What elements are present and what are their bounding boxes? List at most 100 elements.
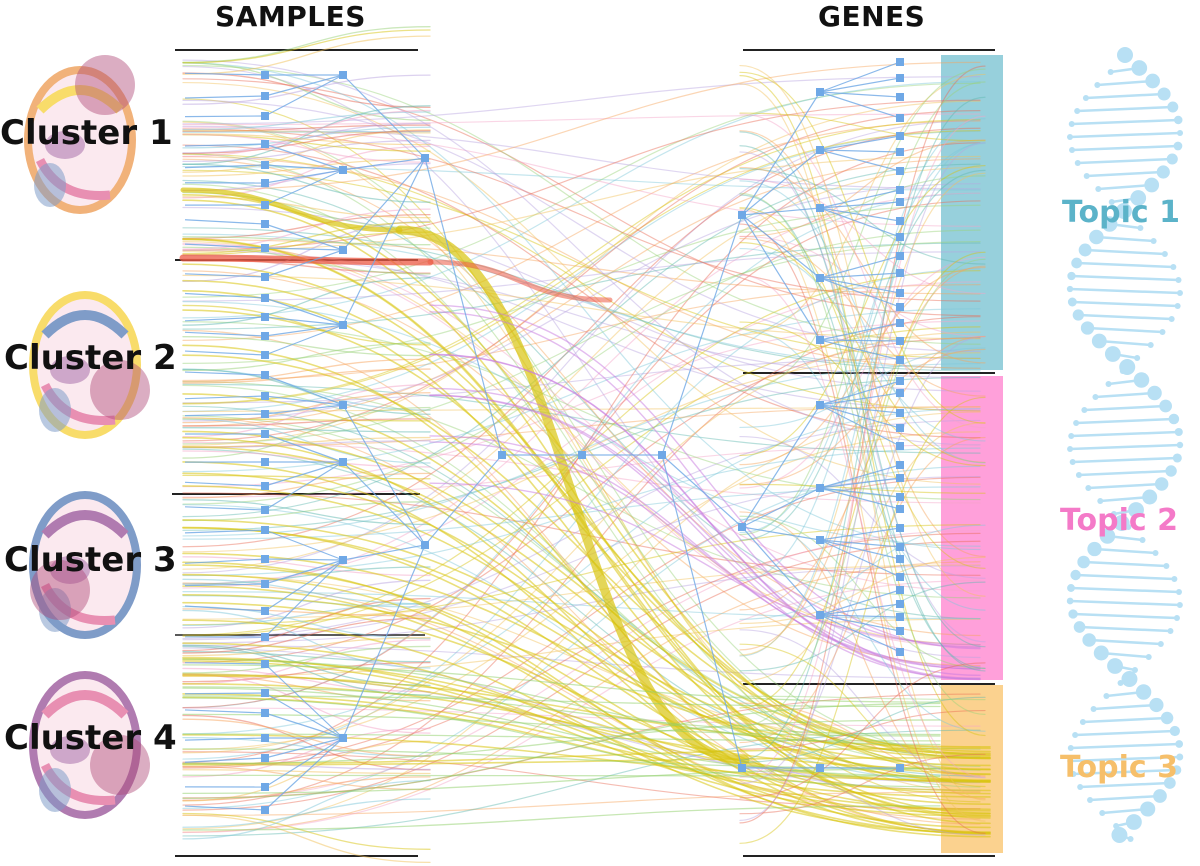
dna-node bbox=[1067, 134, 1074, 140]
tree-link bbox=[741, 91, 821, 216]
tree-node bbox=[339, 401, 347, 409]
flow-line bbox=[739, 347, 986, 429]
flow-line bbox=[739, 112, 986, 142]
tree-link bbox=[819, 322, 901, 341]
tree-link bbox=[819, 487, 901, 510]
tree-node bbox=[261, 392, 269, 400]
tree-link bbox=[264, 712, 344, 739]
tree-link bbox=[342, 544, 426, 739]
flow-line bbox=[739, 266, 986, 466]
flow-line-purple bbox=[429, 304, 981, 650]
tree-link bbox=[184, 692, 266, 695]
tree-link bbox=[264, 324, 344, 337]
dna-rung bbox=[1069, 131, 1181, 139]
flow-line bbox=[182, 139, 431, 163]
dna-rung bbox=[1071, 144, 1179, 152]
flow-line bbox=[182, 326, 981, 637]
dna-node bbox=[1156, 165, 1170, 179]
flow-line bbox=[182, 617, 431, 654]
dna-rung bbox=[1072, 456, 1178, 464]
flow-line bbox=[739, 142, 986, 821]
cluster-4-label: Cluster 4 bbox=[4, 718, 177, 758]
flow-line bbox=[182, 639, 431, 685]
flow-line bbox=[182, 133, 431, 163]
brain-region bbox=[34, 163, 66, 207]
dna-node bbox=[1075, 472, 1082, 478]
dna-node bbox=[1152, 550, 1159, 556]
dna-node bbox=[1107, 658, 1123, 674]
flow-line bbox=[182, 82, 981, 298]
tree-link bbox=[819, 477, 901, 489]
flow-line bbox=[182, 406, 981, 448]
brain-region bbox=[50, 356, 90, 384]
tree-node bbox=[261, 734, 269, 742]
flow-line bbox=[739, 178, 986, 295]
dna-node bbox=[1070, 771, 1077, 777]
tree-node bbox=[261, 161, 269, 169]
flow-line bbox=[739, 753, 986, 815]
tree-node bbox=[896, 409, 904, 417]
dna-node bbox=[1103, 693, 1110, 699]
tree-link bbox=[184, 371, 266, 376]
tree-node bbox=[896, 573, 904, 581]
flow-line bbox=[739, 65, 986, 824]
dna-node bbox=[1165, 465, 1177, 477]
flow-line bbox=[182, 100, 981, 446]
flow-line bbox=[182, 241, 981, 646]
flow-line bbox=[739, 629, 986, 779]
flow-line bbox=[182, 133, 431, 146]
flow-line bbox=[182, 336, 431, 357]
dna-node bbox=[1127, 836, 1134, 842]
tree-link bbox=[819, 539, 901, 560]
flow-line bbox=[739, 130, 986, 558]
tree-link bbox=[342, 74, 426, 159]
flow-line-yellow bbox=[182, 658, 991, 783]
tree-link bbox=[184, 529, 266, 534]
flow-line bbox=[182, 130, 981, 412]
dna-node bbox=[1068, 121, 1075, 127]
tree-node bbox=[896, 461, 904, 469]
flow-line bbox=[182, 251, 981, 302]
dna-node bbox=[1128, 502, 1144, 518]
dna-node bbox=[1135, 684, 1152, 700]
topic-3-label: Topic 3 bbox=[1060, 750, 1178, 785]
dna-rung bbox=[1100, 495, 1150, 503]
flow-line bbox=[182, 35, 431, 75]
dna-node bbox=[1094, 82, 1101, 88]
tree-link bbox=[342, 157, 426, 326]
brain-region bbox=[50, 556, 90, 584]
tree-node bbox=[896, 377, 904, 385]
dna-rung bbox=[1099, 339, 1151, 347]
flow-line bbox=[182, 418, 431, 422]
flow-line bbox=[182, 540, 981, 811]
flow-line bbox=[182, 183, 981, 422]
tree-node bbox=[896, 303, 904, 311]
brain-region bbox=[39, 388, 71, 432]
flow-line bbox=[182, 474, 431, 480]
dna-rung bbox=[1071, 430, 1179, 438]
tree-link bbox=[819, 201, 901, 209]
tree-link bbox=[424, 157, 503, 456]
flow-line-yellow bbox=[182, 279, 991, 760]
flow-main-red bbox=[427, 259, 613, 303]
tree-node bbox=[896, 613, 904, 621]
flow-line bbox=[182, 380, 981, 599]
dna-node bbox=[1111, 827, 1128, 843]
flow-line bbox=[182, 99, 981, 353]
flow-line bbox=[182, 779, 431, 840]
dna-node bbox=[1131, 60, 1148, 76]
dna-rung bbox=[1078, 469, 1172, 477]
brain-section-icon bbox=[29, 671, 150, 819]
dna-rung bbox=[1089, 794, 1161, 802]
tree-node bbox=[896, 474, 904, 482]
flow-line bbox=[182, 274, 981, 340]
flow-line bbox=[182, 579, 431, 629]
flow-line bbox=[739, 131, 986, 648]
flow-line-green bbox=[182, 695, 941, 708]
dna-node bbox=[1090, 706, 1097, 712]
flow-line bbox=[739, 321, 986, 467]
dna-node bbox=[1163, 563, 1170, 569]
dna-node bbox=[1107, 69, 1114, 75]
tree-node bbox=[896, 389, 904, 397]
flow-line-yellow bbox=[182, 747, 991, 765]
